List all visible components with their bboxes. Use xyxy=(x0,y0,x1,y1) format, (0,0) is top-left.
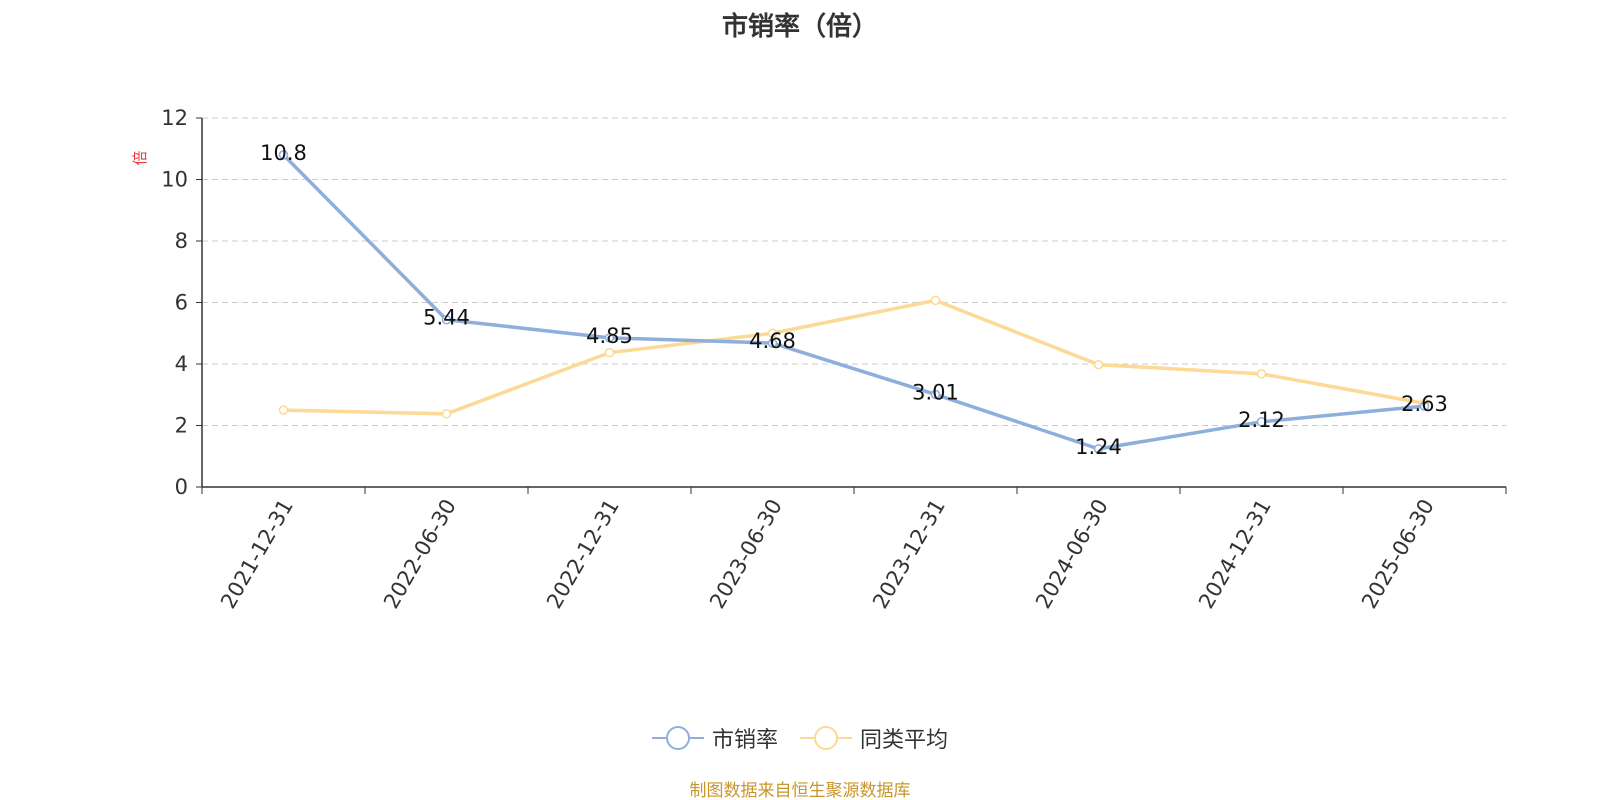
data-label: 10.8 xyxy=(260,141,307,165)
data-point xyxy=(278,405,289,415)
series-line-1 xyxy=(281,153,1427,451)
y-axis-label: 倍 xyxy=(131,150,149,165)
data-point xyxy=(767,338,778,348)
x-tick-label: 2025-06-30 xyxy=(1357,495,1439,613)
x-tick-label: 2021-12-31 xyxy=(216,495,298,613)
data-label: 2.12 xyxy=(1238,408,1285,432)
data-labels: 10.8 5.44 4.85 4.68 3.01 1.24 2.12 2.63 xyxy=(260,141,1448,459)
data-point xyxy=(441,314,452,325)
legend-label-series-2: 同类平均 xyxy=(860,728,949,753)
legend-label-series-1: 市销率 xyxy=(711,728,778,753)
y-tick-label: 10 xyxy=(161,168,188,192)
data-point xyxy=(278,150,289,160)
data-label: 5.44 xyxy=(423,306,470,330)
legend-swatch-series-1 xyxy=(651,724,704,752)
x-tick-label: 2024-12-31 xyxy=(1194,495,1276,613)
data-label: 4.85 xyxy=(586,324,633,348)
legend-item-series-1[interactable]: 市销率 xyxy=(651,722,778,754)
data-point xyxy=(1093,444,1104,454)
series-line-2 xyxy=(281,298,1427,416)
data-point xyxy=(604,333,615,343)
data-label: 1.24 xyxy=(1075,435,1122,459)
x-tick-label: 2023-06-30 xyxy=(705,495,787,613)
legend: 市销率 同类平均 xyxy=(0,722,1600,754)
data-point xyxy=(441,409,452,419)
data-label: 4.68 xyxy=(749,329,796,353)
legend-item-series-2[interactable]: 同类平均 xyxy=(800,722,948,754)
x-tick-label: 2022-06-30 xyxy=(379,495,461,613)
data-point xyxy=(1256,417,1267,427)
data-point xyxy=(1093,359,1104,370)
chart-title: 市销率（倍） xyxy=(721,12,878,42)
data-point xyxy=(930,295,941,306)
x-tick-label: 2023-12-31 xyxy=(868,495,950,613)
data-label: 2.63 xyxy=(1401,392,1448,416)
data-point xyxy=(767,328,778,338)
source-note: 制图数据来自恒生聚源数据库 xyxy=(689,781,911,800)
series-lines xyxy=(278,150,1430,454)
x-tick-label: 2024-06-30 xyxy=(1031,495,1113,613)
data-point xyxy=(1256,369,1267,379)
data-label: 3.01 xyxy=(912,380,959,404)
y-tick-label: 6 xyxy=(175,291,188,315)
y-tick-label: 2 xyxy=(175,414,188,438)
y-tick-label: 8 xyxy=(175,229,188,253)
data-point xyxy=(604,347,615,358)
x-tick-label: 2022-12-31 xyxy=(542,495,624,613)
y-tick-label: 12 xyxy=(161,106,188,130)
y-tick-label: 4 xyxy=(175,352,188,376)
data-point xyxy=(1419,401,1430,411)
data-point xyxy=(930,389,941,400)
y-tick-label: 0 xyxy=(175,475,188,499)
grid-lines xyxy=(202,117,1506,426)
legend-swatch-series-2 xyxy=(800,724,852,752)
